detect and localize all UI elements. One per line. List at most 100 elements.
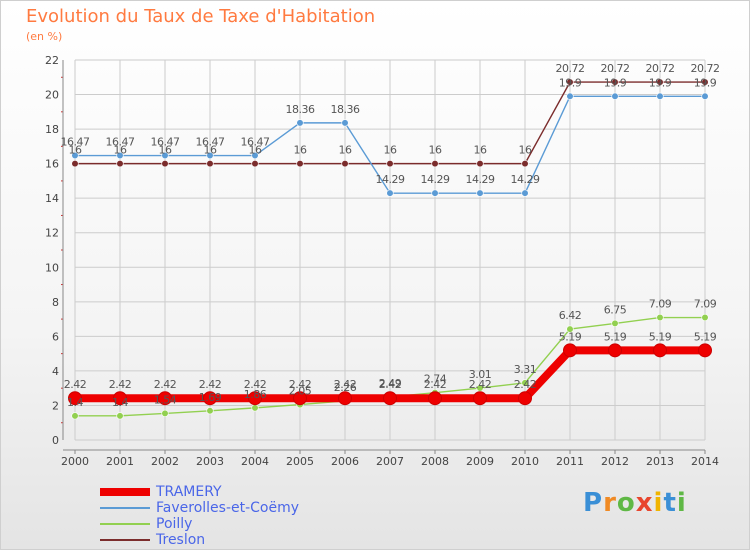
data-point [161, 160, 169, 168]
data-label: 14.29 [421, 173, 450, 186]
data-point [383, 391, 397, 406]
data-point [68, 391, 82, 406]
data-point [113, 391, 127, 406]
data-point [116, 160, 124, 168]
x-tick-label: 2012 [601, 455, 629, 468]
data-point [701, 92, 709, 100]
data-point [158, 391, 172, 406]
logo-letter: r [603, 488, 617, 518]
data-label: 16 [249, 144, 262, 157]
legend-label: TRAMERY [156, 484, 222, 500]
data-label: 16.47 [241, 136, 270, 149]
data-point [71, 412, 79, 420]
x-tick-label: 2005 [286, 455, 314, 468]
data-point [341, 160, 349, 168]
data-point [656, 92, 664, 100]
data-label: 14.29 [511, 173, 540, 186]
data-point [203, 391, 217, 406]
data-label: 16 [294, 144, 307, 157]
data-point [611, 78, 619, 86]
chart-title: Evolution du Taux de Taxe d'Habitation [26, 6, 376, 27]
data-label: 5.19 [604, 330, 627, 343]
data-point [518, 391, 532, 406]
data-label: 16 [339, 144, 352, 157]
data-label: 2.42 [424, 378, 447, 391]
data-point [521, 160, 529, 168]
data-point [521, 189, 529, 197]
data-label: 14.29 [466, 173, 495, 186]
data-label: 1.4 [67, 396, 83, 409]
data-label: 1.54 [154, 393, 177, 406]
data-label: 2.42 [64, 378, 87, 391]
x-tick-label: 2014 [691, 455, 719, 468]
data-label: 16 [69, 144, 82, 157]
data-label: 16.47 [61, 136, 90, 149]
data-label: 2.26 [334, 381, 357, 394]
legend-swatch [100, 539, 150, 541]
x-tick-label: 2004 [241, 455, 269, 468]
data-label: 5.19 [559, 330, 582, 343]
y-tick-label: 0 [52, 434, 59, 447]
data-point [296, 119, 304, 127]
data-label: 2.42 [514, 378, 537, 391]
data-label: 20.72 [691, 62, 720, 75]
x-tick-label: 2011 [556, 455, 584, 468]
data-point [386, 160, 394, 168]
data-label: 19.9 [604, 76, 627, 89]
data-label: 19.9 [649, 76, 672, 89]
proxiti-logo: Proxiti [583, 488, 687, 518]
y-tick-label: 8 [52, 296, 59, 309]
data-label: 20.72 [556, 62, 585, 75]
data-point [698, 343, 712, 358]
x-tick-label: 2010 [511, 455, 539, 468]
y-tick-label: 16 [45, 158, 59, 171]
y-tick-label: 14 [45, 192, 59, 205]
data-label: 14.29 [376, 173, 405, 186]
data-point [611, 319, 619, 328]
data-label: 18.36 [286, 103, 315, 116]
x-tick-label: 2003 [196, 455, 224, 468]
logo-letter: i [653, 488, 664, 518]
data-label: 2.42 [199, 378, 222, 391]
data-label: 2.05 [289, 385, 312, 398]
data-label: 7.09 [694, 298, 717, 311]
legend-label: Poilly [156, 516, 193, 532]
data-point [248, 391, 262, 406]
data-label: 16 [429, 144, 442, 157]
data-label: 3.01 [469, 368, 492, 381]
data-point [71, 160, 79, 168]
data-point [386, 189, 394, 197]
logo-letter: P [583, 488, 604, 518]
data-point [653, 343, 667, 358]
legend-swatch [100, 488, 150, 496]
x-tick-label: 2009 [466, 455, 494, 468]
data-label: 2.42 [469, 378, 492, 391]
data-point [428, 391, 442, 406]
x-tick-label: 2002 [151, 455, 179, 468]
data-label: 16 [159, 144, 172, 157]
x-tick-label: 2008 [421, 455, 449, 468]
y-tick-label: 2 [52, 399, 59, 412]
data-point [476, 189, 484, 197]
data-point [476, 160, 484, 168]
data-point [293, 391, 307, 406]
data-label: 2.42 [334, 378, 357, 391]
data-label: 16.47 [196, 136, 225, 149]
logo-letter: x [635, 488, 654, 518]
data-point [71, 151, 79, 160]
legend-swatch [100, 523, 150, 525]
data-label: 2.42 [244, 378, 267, 391]
data-point [608, 343, 622, 358]
data-point [206, 407, 214, 415]
data-point [161, 409, 169, 418]
y-tick-label: 22 [45, 54, 59, 67]
data-label: 3.31 [514, 363, 537, 376]
x-tick-label: 2006 [331, 455, 359, 468]
data-label: 16 [519, 144, 532, 157]
data-point [251, 151, 259, 160]
data-point [566, 78, 574, 86]
data-point [431, 160, 439, 168]
data-label: 2.42 [154, 378, 177, 391]
data-label: 1.4 [112, 396, 128, 409]
